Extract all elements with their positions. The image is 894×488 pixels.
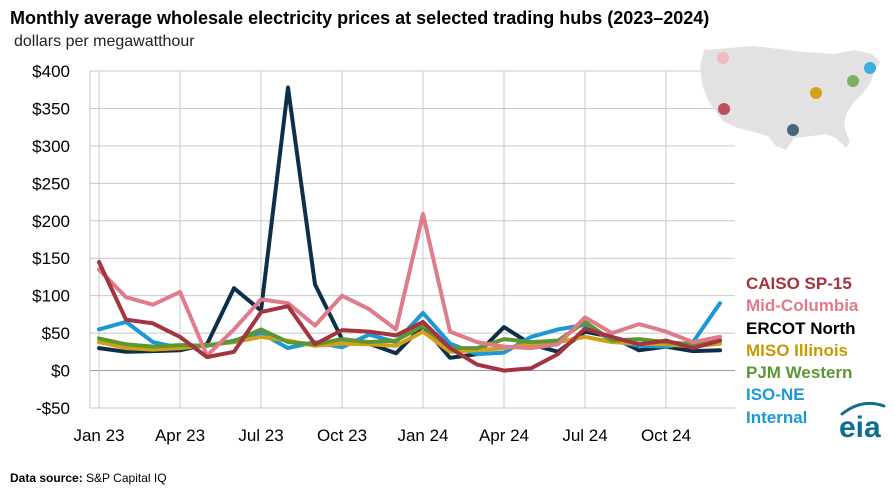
y-tick-label: $350 xyxy=(32,99,70,118)
y-tick-label: -$50 xyxy=(36,399,70,418)
y-tick-label: $150 xyxy=(32,249,70,268)
legend-isone-line1: ISO-NE xyxy=(746,385,805,405)
y-tick-label: $50 xyxy=(42,324,70,343)
caiso-marker xyxy=(718,103,730,115)
legend-pjm: PJM Western xyxy=(746,363,853,383)
legend-ercot: ERCOT North xyxy=(746,318,856,338)
chart-title: Monthly average wholesale electricity pr… xyxy=(10,8,710,28)
data-source-text: S&P Capital IQ xyxy=(86,471,167,485)
us-map-icon xyxy=(700,46,880,150)
x-tick-label: Jan 24 xyxy=(397,426,448,445)
axes: $400$350$300$250$200$150$100$50$0-$50Jan… xyxy=(32,62,691,445)
series-line-caiso-sp-15 xyxy=(97,260,722,373)
x-tick-label: Oct 24 xyxy=(641,426,691,445)
eia-logo-text: eia xyxy=(839,411,881,442)
isone-marker xyxy=(864,62,876,74)
data-source-label: Data source: xyxy=(10,471,83,485)
pjm-marker xyxy=(847,75,859,87)
x-tick-label: Apr 23 xyxy=(155,426,205,445)
x-tick-label: Jul 24 xyxy=(562,426,607,445)
miso-marker xyxy=(810,87,822,99)
chart-subtitle: dollars per megawatthour xyxy=(14,33,195,50)
series-line-mid-columbia xyxy=(97,212,722,358)
data-source: Data source: S&P Capital IQ xyxy=(10,471,167,485)
y-tick-label: $200 xyxy=(32,212,70,231)
legend-caiso: CAISO SP-15 xyxy=(746,274,852,293)
x-tick-label: Jul 23 xyxy=(238,426,283,445)
y-tick-label: $400 xyxy=(32,62,70,81)
us-map-shape xyxy=(700,46,880,150)
grid-lines xyxy=(90,70,735,409)
eia-logo-arc xyxy=(840,401,886,416)
legend: CAISO SP-15 Mid-Columbia ERCOT North MIS… xyxy=(746,273,858,429)
y-tick-label: $100 xyxy=(32,287,70,306)
x-tick-label: Apr 24 xyxy=(479,426,529,445)
legend-miso: MISO Illinois xyxy=(746,340,849,360)
y-tick-label: $250 xyxy=(32,174,70,193)
legend-mid-columbia: Mid-Columbia xyxy=(746,296,859,316)
legend-isone-line2: Internal xyxy=(746,407,808,427)
eia-logo-icon: eia xyxy=(839,401,886,442)
y-tick-label: $0 xyxy=(51,362,70,381)
x-tick-label: Oct 23 xyxy=(317,426,367,445)
ercot-marker xyxy=(787,124,799,136)
series-lines xyxy=(97,85,722,373)
y-tick-label: $300 xyxy=(32,137,70,156)
x-tick-label: Jan 23 xyxy=(73,426,124,445)
mid-columbia-marker xyxy=(717,52,729,64)
